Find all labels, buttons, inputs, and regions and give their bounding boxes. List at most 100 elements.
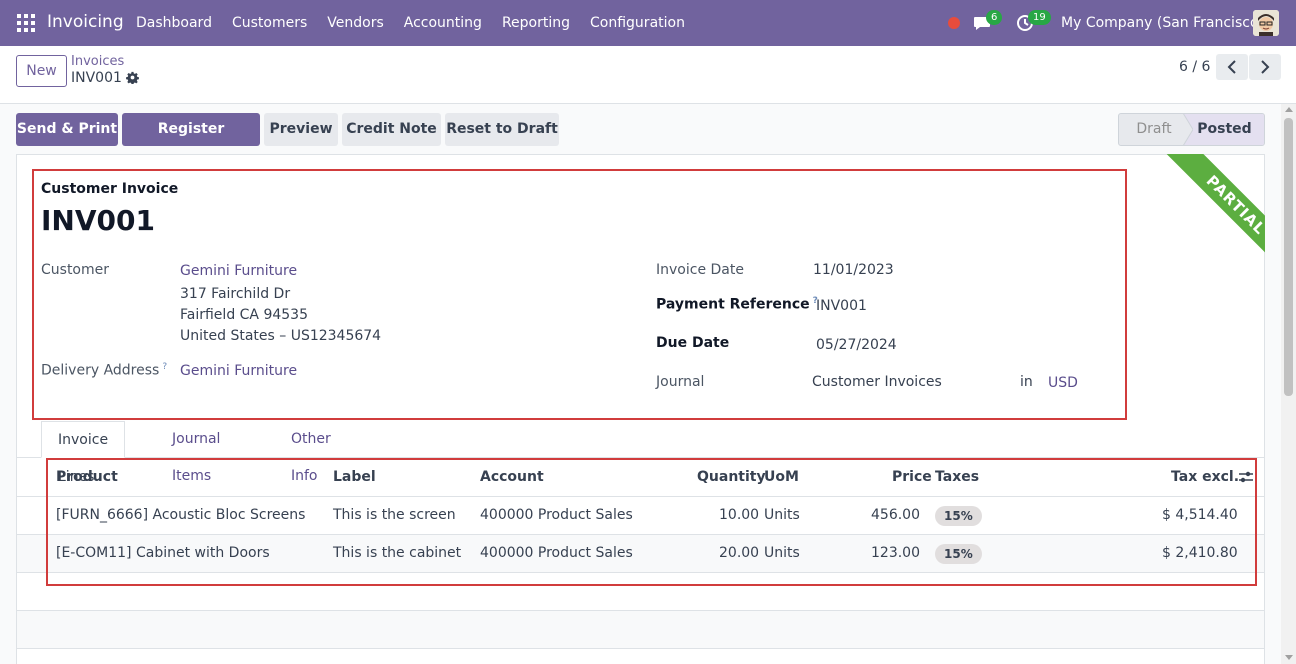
- invoice-date-label: Invoice Date: [656, 262, 744, 278]
- ribbon-label: PARTIAL: [1156, 154, 1265, 285]
- new-button[interactable]: New: [16, 55, 67, 87]
- status-ribbon: PARTIAL: [1118, 154, 1265, 304]
- breadcrumb-current: INV001: [71, 70, 122, 86]
- empty-table-row: [17, 611, 1264, 649]
- preview-button[interactable]: Preview: [264, 113, 338, 146]
- recording-indicator-icon[interactable]: [948, 17, 960, 29]
- menu-dashboard[interactable]: Dashboard: [136, 15, 212, 31]
- messages-badge: 6: [986, 10, 1003, 25]
- optional-columns-icon[interactable]: [1238, 470, 1254, 484]
- chevron-left-icon: [1227, 60, 1236, 74]
- address-line-2: Fairfield CA 94535: [180, 307, 308, 323]
- company-switcher[interactable]: My Company (San Francisco): [1061, 15, 1264, 31]
- status-separator-icon: [1175, 114, 1193, 145]
- pager-next-button[interactable]: [1249, 54, 1281, 80]
- delivery-address-field[interactable]: Gemini Furniture: [180, 363, 298, 379]
- empty-table-row: [17, 573, 1264, 611]
- pager-previous-button[interactable]: [1216, 54, 1248, 80]
- lines-table-header: Product Label Account Quantity UoM Price…: [17, 459, 1264, 497]
- menu-customers[interactable]: Customers: [231, 15, 308, 31]
- scroll-up-icon[interactable]: [1285, 107, 1293, 112]
- row-quantity[interactable]: 20.00: [719, 545, 760, 561]
- row-tax-badge[interactable]: 15%: [935, 506, 982, 526]
- breadcrumb-parent[interactable]: Invoices: [71, 54, 125, 69]
- col-price[interactable]: Price: [892, 469, 932, 485]
- register-payment-button[interactable]: Register Payment: [122, 113, 260, 170]
- avatar-face-icon: [1253, 10, 1279, 36]
- reset-to-draft-button[interactable]: Reset to Draft: [445, 113, 559, 146]
- tabs-divider: [16, 457, 1265, 458]
- menu-accounting[interactable]: Accounting: [403, 15, 482, 31]
- table-row[interactable]: [FURN_6666] Acoustic Bloc Screens This i…: [17, 497, 1264, 535]
- action-bar: Send & Print Register Payment Preview Cr…: [0, 104, 1296, 170]
- row-product[interactable]: [FURN_6666] Acoustic Bloc Screens: [56, 507, 306, 523]
- row-account[interactable]: 400000 Product Sales: [480, 545, 633, 561]
- address-line-3: United States – US12345674: [180, 328, 382, 344]
- payment-reference-label-text: Payment Reference: [656, 296, 810, 313]
- menu-reporting[interactable]: Reporting: [501, 15, 571, 31]
- due-date-field[interactable]: 05/27/2024: [816, 337, 897, 353]
- payment-reference-help-icon[interactable]: ?: [812, 296, 818, 306]
- row-product[interactable]: [E-COM11] Cabinet with Doors: [56, 545, 270, 561]
- tab-invoice-lines[interactable]: Invoice Lines: [41, 421, 126, 485]
- delivery-help-icon[interactable]: ?: [162, 362, 168, 372]
- chevron-right-icon: [1261, 60, 1270, 74]
- col-product[interactable]: Product: [56, 469, 118, 485]
- col-uom[interactable]: UoM: [764, 469, 799, 485]
- row-subtotal: $ 4,514.40: [1162, 507, 1238, 523]
- status-posted[interactable]: Posted: [1183, 114, 1264, 145]
- tab-journal-items[interactable]: Journal Items: [172, 431, 221, 484]
- col-label[interactable]: Label: [333, 469, 376, 485]
- col-taxes[interactable]: Taxes: [935, 469, 980, 485]
- app-brand[interactable]: Invoicing: [47, 12, 124, 32]
- scrollbar-thumb[interactable]: [1284, 118, 1293, 396]
- main-menu: Dashboard Customers Vendors Accounting R…: [126, 0, 695, 46]
- payment-reference-field[interactable]: INV001: [816, 298, 867, 314]
- user-avatar[interactable]: [1253, 10, 1279, 36]
- col-tax-excl[interactable]: Tax excl.: [1171, 469, 1240, 485]
- send-print-button[interactable]: Send & Print: [16, 113, 118, 146]
- delivery-address-label: Delivery Address?: [41, 362, 167, 379]
- tab-other-info[interactable]: Other Info: [291, 431, 331, 484]
- currency-in-label: in: [1020, 374, 1033, 390]
- scroll-down-icon[interactable]: [1285, 655, 1293, 660]
- invoice-date-field[interactable]: 11/01/2023: [813, 262, 894, 278]
- menu-configuration[interactable]: Configuration: [590, 15, 685, 31]
- row-price[interactable]: 456.00: [871, 507, 920, 523]
- pager-value[interactable]: 6 / 6: [1179, 59, 1211, 75]
- header-highlight-box: [32, 169, 1127, 420]
- delivery-address-label-text: Delivery Address: [41, 362, 160, 379]
- row-price[interactable]: 123.00: [871, 545, 920, 561]
- activities-badge: 19: [1028, 10, 1051, 25]
- invoice-number: INV001: [41, 204, 155, 237]
- row-account[interactable]: 400000 Product Sales: [480, 507, 633, 523]
- row-tax-badge[interactable]: 15%: [935, 544, 982, 564]
- document-type: Customer Invoice: [41, 181, 179, 197]
- row-quantity[interactable]: 10.00: [719, 507, 760, 523]
- journal-label: Journal: [656, 374, 705, 390]
- col-quantity[interactable]: Quantity: [697, 469, 766, 485]
- address-line-1: 317 Fairchild Dr: [180, 286, 291, 302]
- currency-field[interactable]: USD: [1048, 375, 1078, 391]
- journal-field[interactable]: Customer Invoices: [812, 374, 942, 390]
- menu-vendors[interactable]: Vendors: [327, 15, 384, 31]
- row-uom[interactable]: Units: [764, 507, 800, 523]
- apps-menu-icon[interactable]: [17, 14, 35, 32]
- col-account[interactable]: Account: [480, 469, 544, 485]
- table-row[interactable]: [E-COM11] Cabinet with Doors This is the…: [17, 535, 1264, 573]
- page-scrollbar[interactable]: [1281, 104, 1296, 664]
- row-label[interactable]: This is the cabinet: [333, 545, 462, 561]
- top-navbar: Invoicing Dashboard Customers Vendors Ac…: [0, 0, 1296, 46]
- table-highlight-box: [46, 458, 1257, 586]
- row-label[interactable]: This is the screen: [333, 507, 456, 523]
- status-bar: Draft Posted: [1118, 113, 1265, 146]
- status-draft[interactable]: Draft: [1136, 121, 1172, 137]
- due-date-label: Due Date: [656, 335, 730, 351]
- customer-field[interactable]: Gemini Furniture: [180, 263, 298, 279]
- gear-icon[interactable]: [126, 71, 139, 84]
- row-uom[interactable]: Units: [764, 545, 800, 561]
- row-subtotal: $ 2,410.80: [1162, 545, 1238, 561]
- control-panel: New Invoices INV001 6 / 6: [0, 46, 1296, 104]
- payment-reference-label: Payment Reference?: [656, 296, 818, 313]
- credit-note-button[interactable]: Credit Note: [342, 113, 441, 146]
